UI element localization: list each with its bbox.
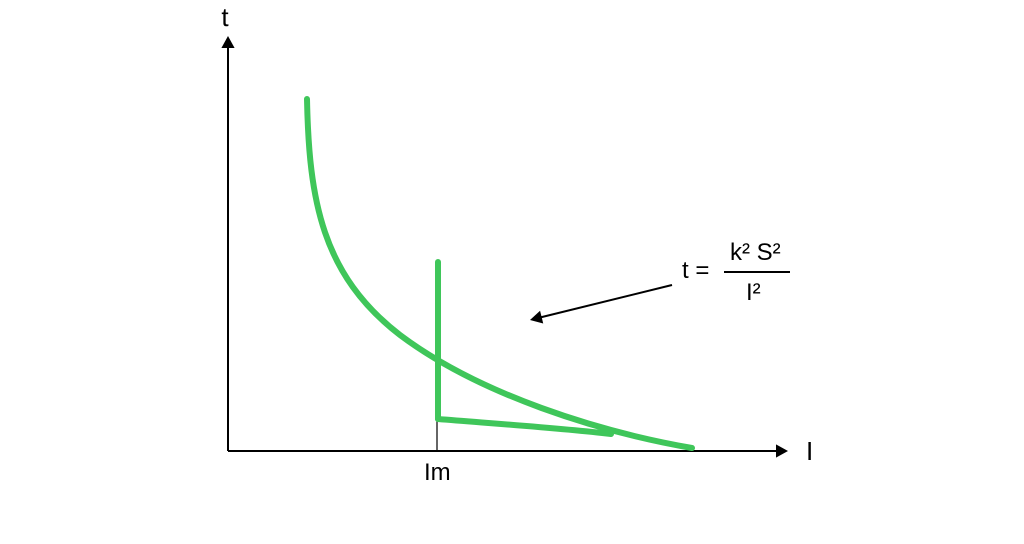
- x-axis-label: I: [806, 436, 813, 466]
- annotation-arrow: [538, 285, 672, 318]
- im-tick-label: Im: [424, 459, 451, 486]
- y-axis-label: t: [221, 2, 229, 32]
- formula-numerator: k² S²: [730, 239, 781, 266]
- formula-denominator: I²: [746, 279, 761, 306]
- main-curve: [307, 99, 692, 448]
- formula-prefix: t =: [682, 257, 709, 284]
